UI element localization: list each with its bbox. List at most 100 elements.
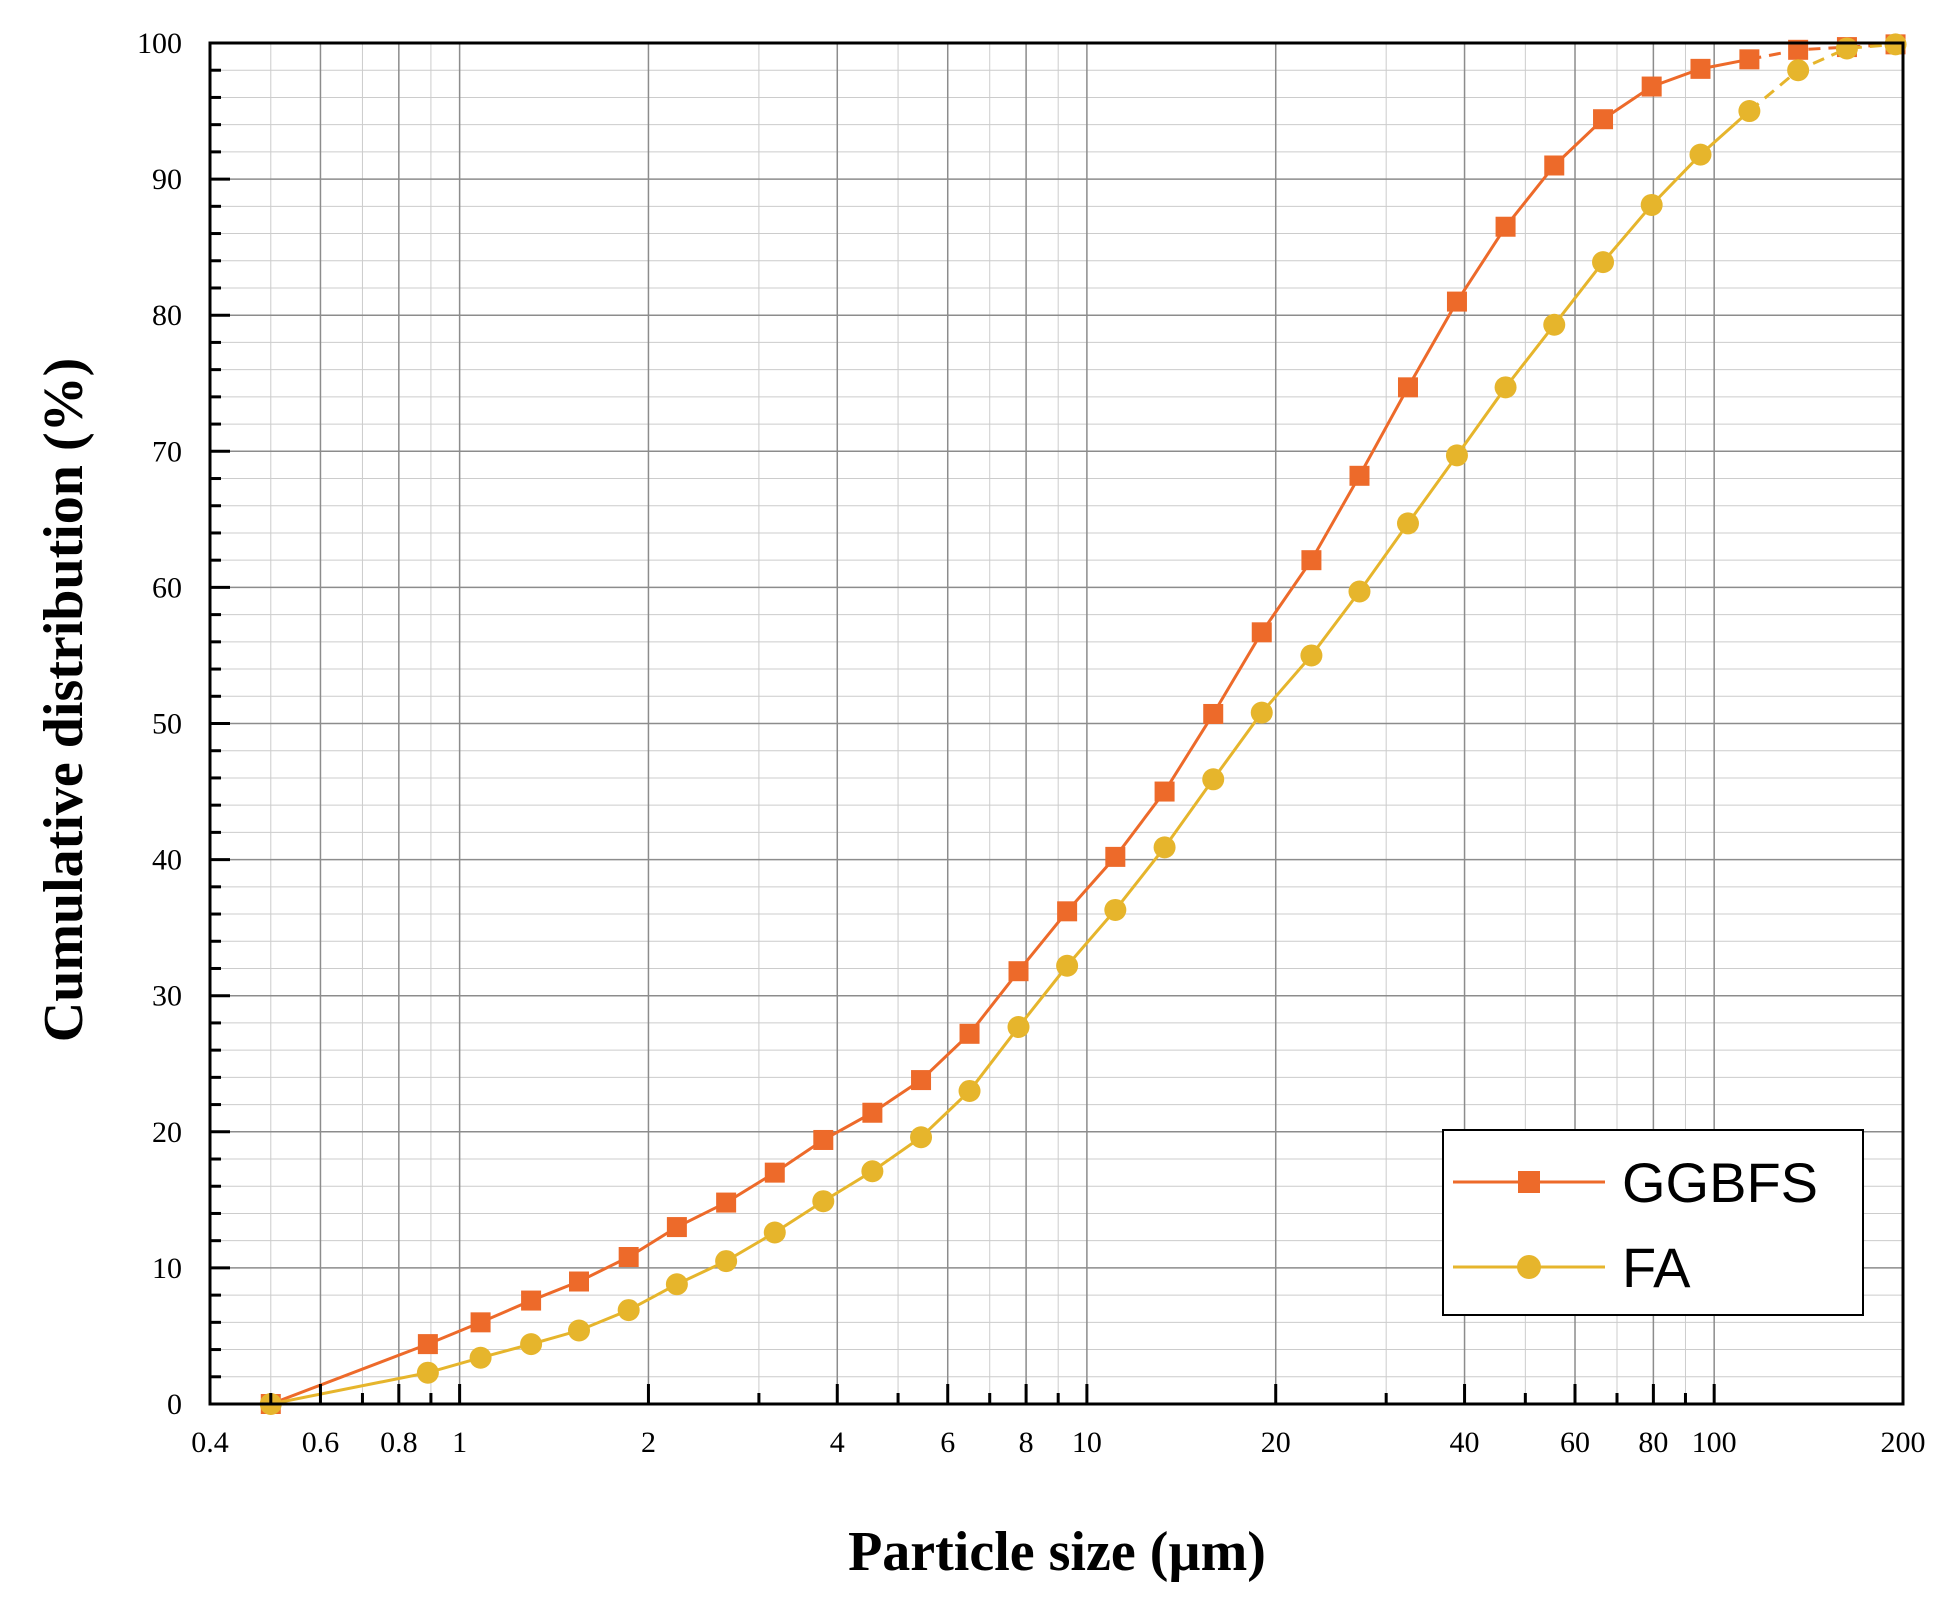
x-tick-label: 8 xyxy=(1019,1426,1034,1459)
y-tick-label: 70 xyxy=(152,435,182,468)
grid xyxy=(209,42,1904,1405)
y-axis-title: Cumulative distribution (%) xyxy=(33,358,95,1043)
legend-label-ggbfs: GGBFS xyxy=(1622,1151,1818,1214)
x-tick-label: 0.8 xyxy=(380,1426,418,1459)
x-tick-label: 100 xyxy=(1692,1426,1737,1459)
data-point-ggbfs xyxy=(569,1271,590,1292)
y-tick-label: 20 xyxy=(152,1116,182,1149)
y-tick-label: 100 xyxy=(137,27,182,60)
legend-marker-fa xyxy=(1517,1255,1541,1279)
data-point-ggbfs xyxy=(1544,155,1565,176)
x-tick-label: 10 xyxy=(1072,1426,1102,1459)
data-point-ggbfs xyxy=(716,1192,737,1213)
data-point-ggbfs xyxy=(764,1162,785,1183)
x-tick-label: 4 xyxy=(830,1426,845,1459)
data-point-fa xyxy=(1835,37,1858,60)
x-tick-label: 6 xyxy=(940,1426,955,1459)
data-point-fa xyxy=(469,1346,492,1369)
data-point-fa xyxy=(1787,59,1810,82)
legend-marker-ggbfs xyxy=(1518,1171,1540,1193)
data-point-fa xyxy=(715,1250,738,1273)
data-point-fa xyxy=(1592,251,1615,274)
y-tick-label: 10 xyxy=(152,1252,182,1285)
data-point-ggbfs xyxy=(1446,291,1467,312)
data-point-fa xyxy=(1640,193,1663,216)
data-point-fa xyxy=(812,1190,835,1213)
data-point-fa xyxy=(1250,701,1273,724)
y-tick-label: 40 xyxy=(152,844,182,877)
data-point-fa xyxy=(1202,768,1225,791)
legend-entry-fa: FA xyxy=(1453,1236,1691,1299)
data-point-ggbfs xyxy=(521,1290,542,1311)
x-tick-labels: 0.4 0.6 0.8 1 2 4 6 8 10 20 40 60 80 100 200 xyxy=(191,1426,1925,1459)
data-point-ggbfs xyxy=(1739,49,1760,70)
data-point-ggbfs xyxy=(1154,781,1175,802)
data-point-fa xyxy=(1543,313,1566,336)
data-point-ggbfs xyxy=(1251,622,1272,643)
data-point-fa xyxy=(1104,898,1127,921)
x-tick-label: 200 xyxy=(1881,1426,1926,1459)
y-tick-label: 80 xyxy=(152,299,182,332)
data-point-fa xyxy=(861,1160,884,1183)
legend-box xyxy=(1442,1129,1864,1316)
data-point-ggbfs xyxy=(1203,703,1224,724)
data-point-ggbfs xyxy=(1105,846,1126,867)
data-point-fa xyxy=(1153,836,1176,859)
data-point-ggbfs xyxy=(862,1102,883,1123)
x-tick-label: 20 xyxy=(1261,1426,1291,1459)
data-point-fa xyxy=(1300,644,1323,667)
data-point-ggbfs xyxy=(618,1247,639,1268)
data-point-ggbfs xyxy=(1349,465,1370,486)
x-axis-title: Particle size (µm) xyxy=(848,1521,1266,1583)
y-tick-labels: 0 10 20 30 40 50 60 70 80 90 100 xyxy=(137,27,182,1421)
series-ggbfs xyxy=(260,34,1906,1414)
data-point-ggbfs xyxy=(1397,377,1418,398)
x-tick-label: 40 xyxy=(1450,1426,1480,1459)
data-point-ggbfs xyxy=(1495,216,1516,237)
y-tick-label: 90 xyxy=(152,163,182,196)
legend-label-fa: FA xyxy=(1622,1236,1691,1299)
series-fa xyxy=(259,33,1907,1415)
data-point-fa xyxy=(1007,1016,1030,1039)
data-point-ggbfs xyxy=(417,1334,438,1355)
data-point-fa xyxy=(665,1273,688,1296)
x-tick-label: 0.6 xyxy=(302,1426,340,1459)
data-point-fa xyxy=(416,1361,439,1384)
x-tick-label: 60 xyxy=(1560,1426,1590,1459)
data-point-fa xyxy=(1738,100,1761,123)
data-point-ggbfs xyxy=(1690,58,1711,79)
data-point-fa xyxy=(910,1126,933,1149)
data-point-ggbfs xyxy=(1641,76,1662,97)
data-point-ggbfs xyxy=(666,1217,687,1238)
data-point-fa xyxy=(1056,954,1079,977)
data-point-ggbfs xyxy=(1008,961,1029,982)
series-layer xyxy=(259,33,1907,1415)
data-point-ggbfs xyxy=(959,1023,980,1044)
data-point-fa xyxy=(1689,143,1712,166)
y-tick-label: 50 xyxy=(152,708,182,741)
data-point-fa xyxy=(520,1333,543,1356)
data-point-ggbfs xyxy=(911,1070,932,1091)
y-tick-label: 30 xyxy=(152,980,182,1013)
data-point-fa xyxy=(617,1299,640,1322)
data-point-ggbfs xyxy=(1057,901,1078,922)
data-point-fa xyxy=(1396,512,1419,535)
data-point-ggbfs xyxy=(1301,550,1322,571)
data-point-fa xyxy=(1445,444,1468,467)
data-point-ggbfs xyxy=(470,1312,491,1333)
x-tick-label: 80 xyxy=(1638,1426,1668,1459)
y-tick-label: 60 xyxy=(152,571,182,604)
x-tick-label: 1 xyxy=(452,1426,467,1459)
axis-ticks xyxy=(208,41,1905,1406)
data-point-fa xyxy=(1348,580,1371,603)
data-point-fa xyxy=(763,1221,786,1244)
x-tick-label: 2 xyxy=(641,1426,656,1459)
legend-entry-ggbfs: GGBFS xyxy=(1453,1151,1818,1214)
data-point-ggbfs xyxy=(1593,109,1614,130)
data-point-ggbfs xyxy=(1788,39,1809,60)
series-line-tail-fa xyxy=(1748,42,1896,113)
x-tick-label: 0.4 xyxy=(191,1426,229,1459)
data-point-ggbfs xyxy=(813,1129,834,1150)
